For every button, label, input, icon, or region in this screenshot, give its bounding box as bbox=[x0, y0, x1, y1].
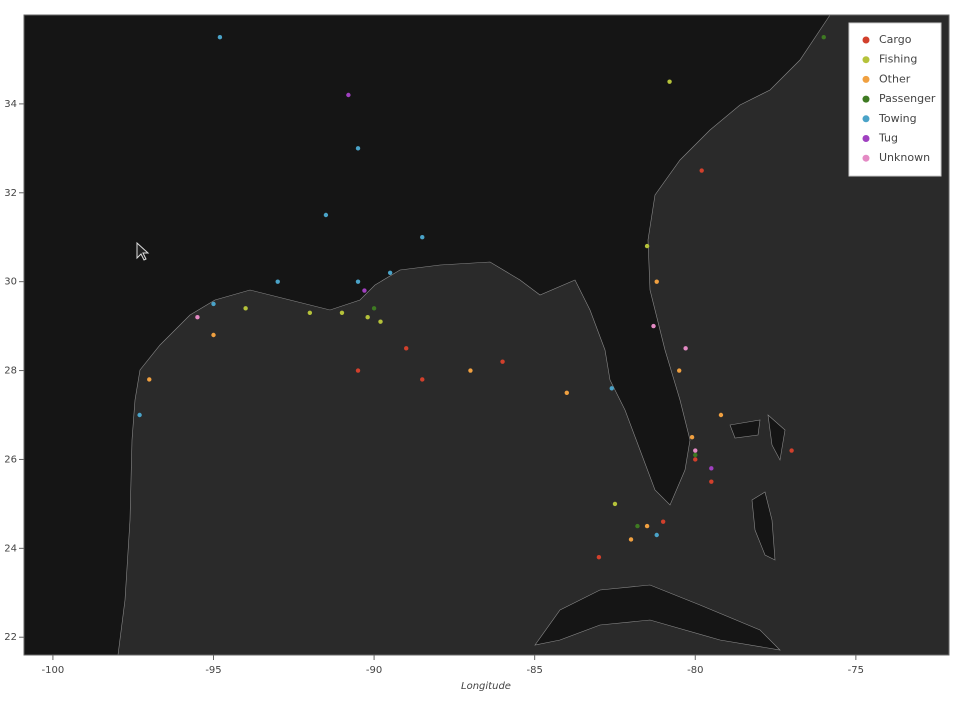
legend-label: Other bbox=[879, 72, 911, 85]
vessel-point bbox=[609, 386, 614, 391]
vessel-point bbox=[468, 368, 473, 373]
vessel-point bbox=[654, 279, 659, 284]
ocean bbox=[117, 14, 950, 656]
vessel-point bbox=[243, 306, 248, 311]
vessel-point bbox=[693, 457, 698, 462]
vessel-point bbox=[346, 92, 351, 98]
vessel-point bbox=[564, 390, 569, 395]
x-tick-label: -80 bbox=[687, 665, 703, 676]
vessel-point bbox=[147, 377, 152, 382]
vessel-point bbox=[651, 323, 656, 329]
vessel-point bbox=[420, 377, 425, 382]
x-axis-title: Longitude bbox=[461, 681, 511, 692]
vessel-point bbox=[628, 537, 634, 542]
legend-marker bbox=[862, 95, 870, 103]
y-tick-label: 30 bbox=[4, 277, 17, 288]
vessel-point bbox=[211, 332, 216, 338]
vessel-point bbox=[355, 146, 361, 151]
vessel-point bbox=[699, 168, 704, 173]
vessel-point bbox=[404, 346, 409, 351]
vessel-point bbox=[500, 359, 505, 364]
vessel-point bbox=[217, 35, 223, 40]
legend-label: Tug bbox=[878, 132, 898, 145]
vessel-point bbox=[654, 532, 659, 538]
vessel-point bbox=[307, 310, 313, 315]
vessel-point bbox=[689, 435, 695, 440]
vessel-point bbox=[362, 288, 367, 293]
vessel-point bbox=[137, 412, 142, 418]
vessel-point bbox=[355, 368, 361, 373]
vessel-point bbox=[693, 448, 698, 453]
x-tick-label: -90 bbox=[366, 665, 382, 676]
bahamas bbox=[729, 414, 786, 561]
vessel-point bbox=[355, 279, 361, 284]
vessel-point bbox=[660, 519, 666, 524]
vessel-point bbox=[612, 501, 618, 507]
x-tick-label: -85 bbox=[527, 665, 543, 676]
legend-marker bbox=[862, 154, 870, 162]
vessel-point bbox=[709, 466, 714, 471]
vessel-point bbox=[667, 79, 672, 84]
legend-label: Cargo bbox=[879, 33, 912, 46]
vessel-point bbox=[709, 479, 714, 484]
vessel-point bbox=[789, 448, 794, 453]
legend: Cargo Fishing Other Passenger Towing Tug Unkno… bbox=[848, 22, 942, 177]
vessel-point bbox=[365, 315, 370, 320]
vessel-point bbox=[420, 235, 425, 240]
cursor bbox=[136, 241, 150, 261]
cuba bbox=[534, 584, 781, 651]
vessel-point bbox=[339, 310, 345, 315]
legend-label: Unknown bbox=[879, 151, 930, 164]
legend-box bbox=[848, 22, 942, 177]
legend-label: Towing bbox=[878, 112, 917, 125]
y-tick-label: 26 bbox=[4, 454, 17, 465]
vessel-point bbox=[644, 523, 650, 529]
vessel-point bbox=[635, 523, 640, 529]
vessel-point bbox=[323, 212, 329, 218]
vessel-point bbox=[718, 412, 724, 418]
vessel-point bbox=[371, 306, 377, 311]
vessel-point bbox=[378, 319, 383, 324]
plot-frame bbox=[23, 14, 950, 656]
y-tick-label: 28 bbox=[4, 366, 17, 377]
x-tick-label: -75 bbox=[848, 665, 864, 676]
x-tick-label: -100 bbox=[42, 665, 65, 676]
vessel-point bbox=[211, 301, 216, 307]
legend-marker bbox=[862, 36, 870, 44]
legend-marker bbox=[862, 135, 870, 142]
legend-marker bbox=[862, 56, 870, 64]
vessel-point bbox=[693, 452, 698, 458]
y-tick-label: 34 bbox=[4, 99, 17, 110]
x-tick-label: -95 bbox=[205, 665, 221, 676]
legend-label: Fishing bbox=[879, 53, 917, 66]
legend-marker bbox=[862, 115, 870, 123]
y-tick-label: 32 bbox=[4, 188, 17, 199]
vessel-point bbox=[387, 270, 393, 275]
vessel-point bbox=[821, 35, 826, 40]
legend-marker bbox=[862, 75, 870, 83]
legend-label: Passenger bbox=[879, 92, 936, 105]
vessel-point bbox=[683, 346, 688, 351]
vessel-point bbox=[195, 315, 200, 320]
vessel-point bbox=[644, 243, 650, 249]
vessel-point bbox=[677, 368, 682, 373]
y-tick-label: 22 bbox=[4, 632, 17, 643]
vessel-point bbox=[596, 555, 602, 560]
y-tick-label: 24 bbox=[4, 543, 17, 554]
vessel-point bbox=[275, 279, 280, 284]
